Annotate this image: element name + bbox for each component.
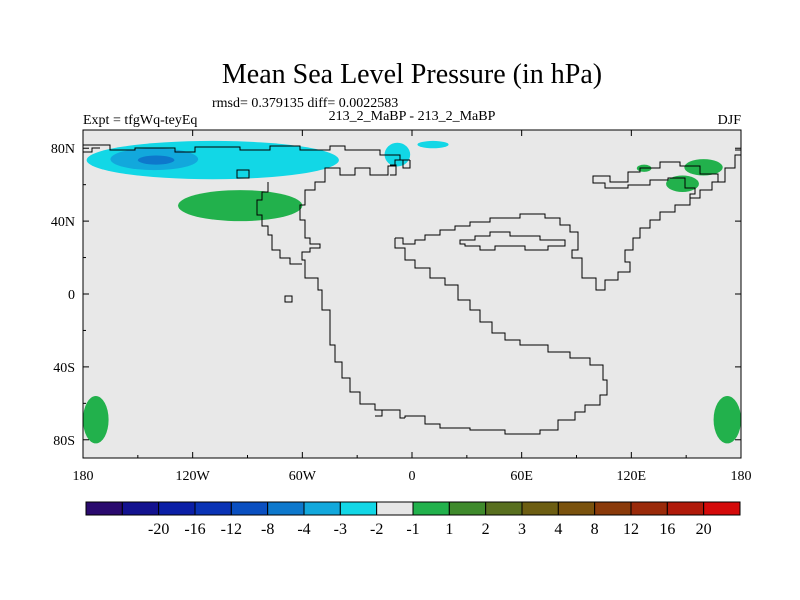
axes: 180 120W 60W 0 60E 120E 180 80N 40N 0 40S 80S (51, 130, 752, 484)
colorbar-swatch-3 (194, 501, 232, 516)
coastline-north-america-arctic (83, 144, 410, 161)
anomaly-antarctic-green-east (713, 396, 741, 444)
colorbar-label-6: -2 (370, 521, 383, 538)
y-tick-label-2: 0 (68, 288, 75, 303)
coastline-arabian-inner (459, 231, 566, 251)
y-tick-label-1: 40N (51, 215, 75, 230)
colorbar-swatch-9 (412, 501, 450, 516)
coastline-alaska-west (83, 147, 100, 153)
stats-line: rmsd= 0.379135 diff= 0.0022583 (212, 96, 398, 111)
coastline-asia-east (712, 154, 741, 183)
anomaly-antarctic-green-west (83, 396, 109, 444)
season-label: DJF (718, 113, 742, 128)
y-tick-label-3: 40S (53, 361, 75, 376)
coastline-pacific-edge (735, 146, 741, 151)
colorbar-swatch-1 (121, 501, 160, 516)
colorbar-label-3: -8 (261, 521, 274, 538)
x-tick-label-0: 180 (73, 469, 94, 484)
anomaly-north-pacific-green (178, 190, 303, 222)
y-tick-label-0: 80N (51, 142, 75, 157)
colorbar-swatch-15 (630, 501, 668, 516)
colorbar-swatch-0 (85, 501, 123, 516)
colorbar-swatch-5 (267, 501, 305, 516)
colorbar-label-13: 12 (623, 521, 639, 538)
colorbar-swatch-16 (666, 501, 705, 516)
x-tick-label-3: 0 (409, 469, 416, 484)
colorbar-label-7: -1 (406, 521, 419, 538)
coastline-africa-asia (395, 161, 719, 291)
colorbar-swatch-6 (303, 501, 341, 516)
experiment-label: Expt = tfgWq-teyEq (83, 113, 197, 128)
island-bermuda (284, 295, 293, 303)
colorbar-swatch-4 (230, 501, 269, 516)
x-tick-label-4: 60E (510, 469, 533, 484)
colorbar-label-10: 3 (518, 521, 526, 538)
coastline-american-west (256, 182, 302, 265)
colorbar-swatch-10 (448, 501, 487, 516)
coastlines (83, 144, 741, 435)
coastline-africa-west (394, 238, 608, 435)
colorbar-swatch-8 (376, 501, 414, 516)
colorbar-swatch-7 (339, 501, 378, 516)
coastline-hudson (390, 164, 397, 176)
anomaly-greenland-cyan (417, 140, 449, 149)
colorbar-swatch-14 (594, 501, 632, 516)
colorbar-label-1: -16 (184, 521, 205, 538)
colorbar-swatch-11 (485, 501, 523, 516)
colorbar-label-9: 2 (482, 521, 490, 538)
anomaly-north-pacific-core (137, 155, 175, 165)
x-tick-label-6: 180 (731, 469, 752, 484)
x-tick-label-5: 120E (617, 469, 647, 484)
colorbar-label-0: -20 (148, 521, 169, 538)
x-tick-label-2: 60W (289, 469, 317, 484)
map-background (83, 130, 741, 458)
anomaly-regions (83, 140, 741, 444)
colorbar-label-5: -3 (334, 521, 347, 538)
colorbar-label-11: 4 (554, 521, 562, 538)
coastline-americas (299, 159, 411, 419)
y-tick-label-4: 80S (53, 434, 75, 449)
coastline-south-america-tip (375, 409, 383, 417)
colorbar-label-4: -4 (297, 521, 310, 538)
anomaly-siberia-green-a (684, 159, 723, 176)
colorbar-label-12: 8 (591, 521, 599, 538)
colorbar-swatch-17 (703, 501, 741, 516)
colorbar-swatch-13 (557, 501, 596, 516)
colorbar-label-15: 20 (696, 521, 712, 538)
comparison-label: 213_2_MaBP - 213_2_MaBP (329, 109, 496, 124)
colorbar-swatch-12 (521, 501, 559, 516)
chart-title: Mean Sea Level Pressure (in hPa) (222, 59, 602, 90)
colorbar-label-14: 16 (659, 521, 675, 538)
colorbar-label-8: 1 (445, 521, 453, 538)
colorbar-label-2: -12 (221, 521, 242, 538)
coastline-bc-inlet (236, 169, 250, 179)
x-tick-label-1: 120W (176, 469, 211, 484)
colorbar: -20 -16 -12 -8 -4 -3 -2 -1 1 2 3 4 8 12 16 20 (85, 501, 741, 538)
colorbar-swatch-2 (158, 501, 196, 516)
